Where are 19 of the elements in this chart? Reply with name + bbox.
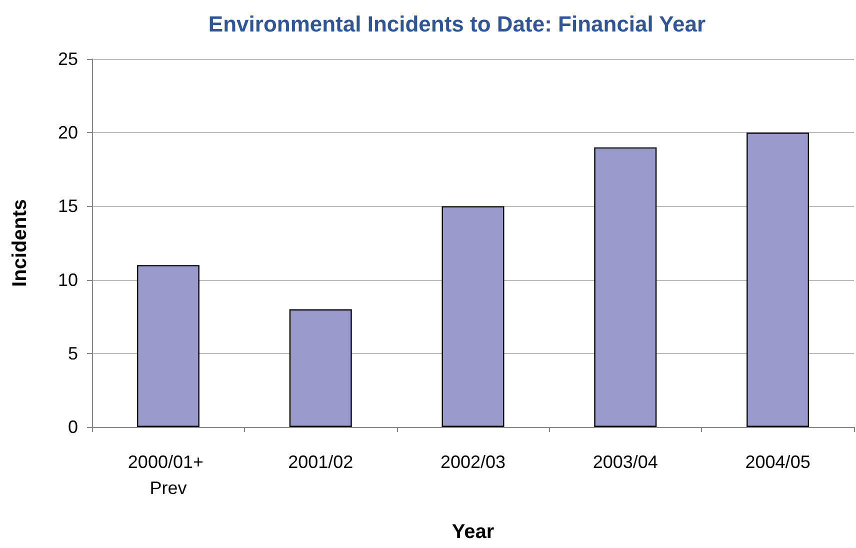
- bar: [746, 132, 810, 427]
- bar: [289, 309, 352, 427]
- y-axis-title: Incidents: [9, 199, 31, 287]
- bar: [442, 206, 504, 427]
- bar: [136, 265, 200, 427]
- y-tick-label: 25: [58, 49, 78, 69]
- x-tick-label: 2003/04: [592, 452, 658, 472]
- y-tick-label: 0: [68, 417, 78, 437]
- y-tick-label: 10: [58, 270, 78, 290]
- x-axis-title: Year: [452, 521, 494, 543]
- x-tick-label: 2004/05: [745, 452, 810, 472]
- chart-title: Environmental Incidents to Date: Financial Year: [208, 12, 706, 36]
- y-tick-label: 15: [58, 196, 78, 216]
- x-tick-label: 2000/01+ Prev: [128, 452, 208, 498]
- y-tick-label: 5: [68, 343, 78, 364]
- y-tick-label: 20: [58, 122, 78, 143]
- x-tick-label: 2001/02: [288, 452, 354, 472]
- bar: [594, 147, 657, 427]
- x-tick-label: 2002/03: [440, 452, 506, 472]
